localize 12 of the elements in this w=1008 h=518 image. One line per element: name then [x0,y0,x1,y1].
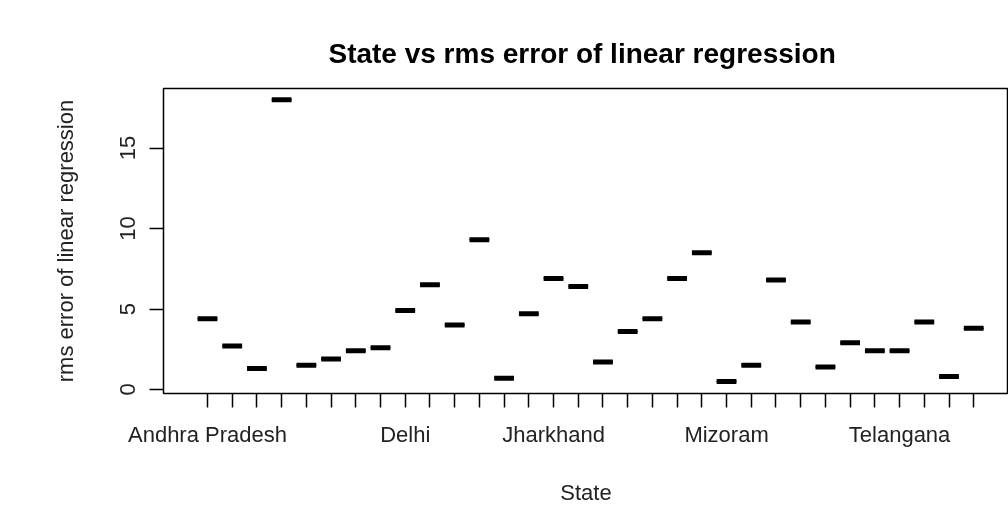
chart-title: State vs rms error of linear regression [328,37,836,69]
x-tick-label: Mizoram [684,421,769,447]
y-tick-label: 0 [115,383,141,396]
y-tick-label: 10 [115,216,141,241]
y-tick-label: 5 [115,302,141,316]
y-axis-title: rms error of linear regression [52,99,78,383]
x-tick-label: Delhi [380,421,431,447]
y-tick-label: 15 [115,135,141,161]
x-axis-title: State [560,479,612,505]
x-tick-label: Jharkhand [502,421,605,447]
x-tick-label: Andhra Pradesh [128,421,287,447]
x-tick-label: Telangana [848,421,952,447]
